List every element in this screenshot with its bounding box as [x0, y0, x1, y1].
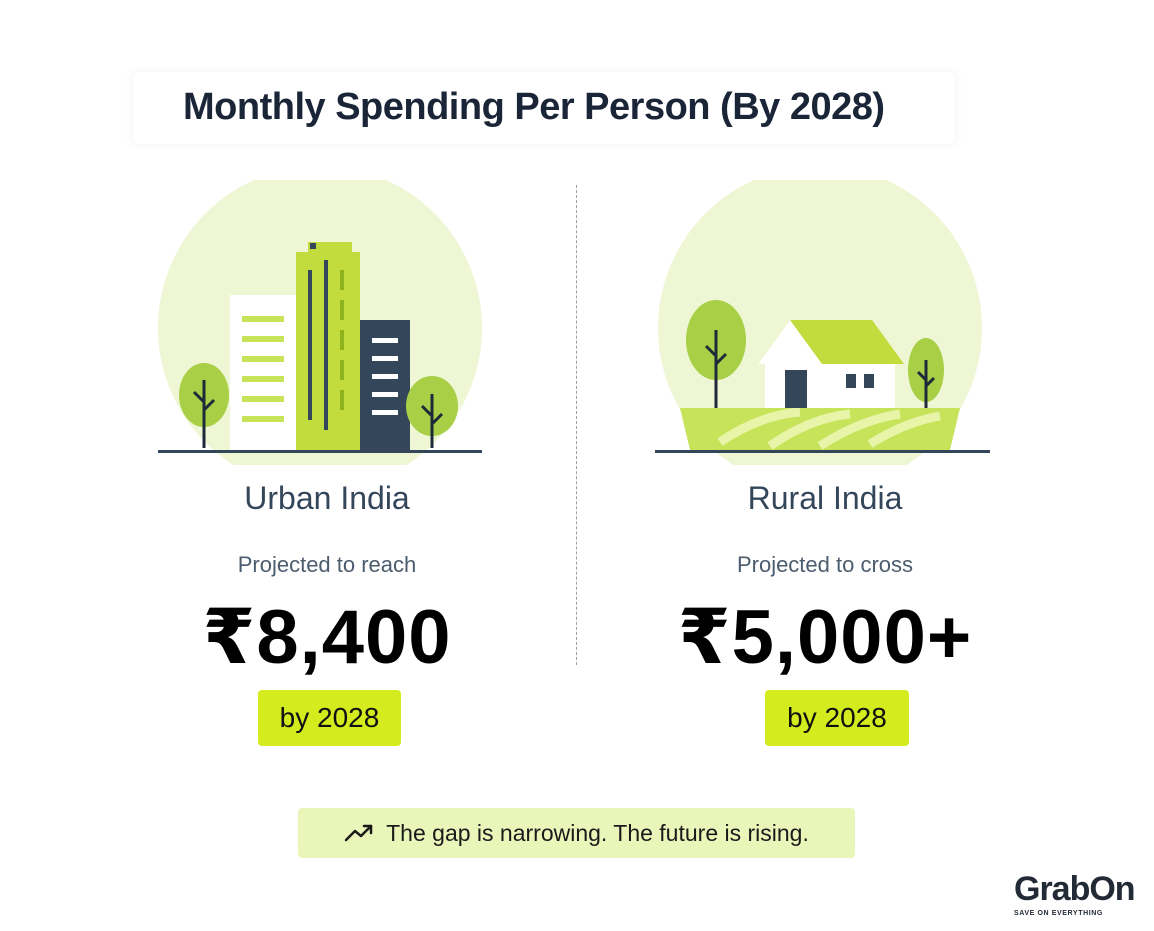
- footer-text: The gap is narrowing. The future is risi…: [386, 819, 809, 846]
- page-title: Monthly Spending Per Person (By 2028): [183, 86, 885, 128]
- urban-subtitle: Projected to reach: [237, 552, 417, 577]
- rural-subtitle: Projected to cross: [736, 552, 914, 577]
- footer-note: The gap is narrowing. The future is risi…: [298, 808, 855, 858]
- urban-value: ₹8,400: [202, 595, 452, 680]
- grabon-logo: GrabOn SAVE ON EVERYTHING: [1014, 872, 1144, 922]
- city-illustration: [158, 180, 482, 465]
- village-illustration: [655, 180, 990, 465]
- rural-region-name: Rural India: [747, 480, 903, 516]
- logo-tagline: SAVE ON EVERYTHING: [1014, 910, 1103, 917]
- logo-word: GrabOn: [1014, 870, 1136, 908]
- rural-value: ₹5,000+: [677, 595, 973, 680]
- section-divider: [576, 185, 577, 665]
- title-card: [133, 72, 955, 144]
- rural-year-badge: by 2028: [765, 690, 909, 746]
- urban-year-badge: by 2028: [258, 690, 401, 746]
- urban-region-name: Urban India: [244, 480, 410, 516]
- trending-up-icon: [344, 824, 373, 842]
